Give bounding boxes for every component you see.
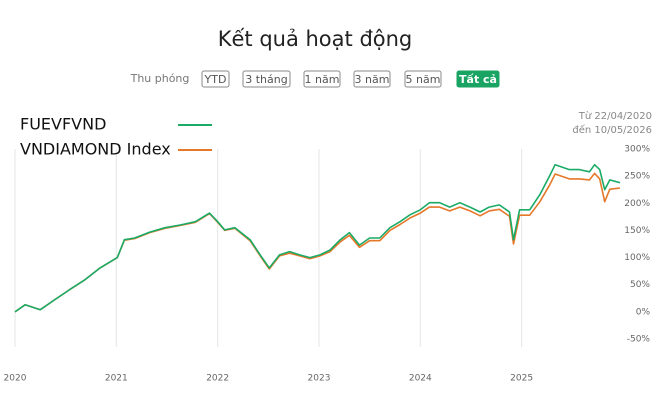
- zoom-button[interactable]: 5 năm: [404, 70, 442, 88]
- zoom-button[interactable]: 3 tháng: [242, 70, 291, 88]
- button-label: 5 năm: [406, 73, 441, 86]
- x-tick-label: 2021: [105, 374, 128, 384]
- zoom-button[interactable]: YTD: [201, 70, 230, 88]
- y-tick-label: 200%: [624, 199, 650, 209]
- y-tick-label: 300%: [624, 145, 650, 155]
- button-label: YTD: [204, 73, 227, 86]
- chart-title: Kết quả hoạt động: [218, 27, 413, 51]
- range-from: Từ 22/04/2020: [578, 110, 652, 122]
- button-label: 3 tháng: [245, 73, 287, 86]
- series-line: [14, 172, 620, 313]
- button-label: 3 năm: [355, 73, 390, 86]
- button-label: Tất cả: [459, 73, 497, 86]
- x-tick-label: 2025: [510, 374, 533, 384]
- x-tick-label: 2024: [409, 374, 432, 384]
- x-tick-label: 2023: [308, 374, 331, 384]
- zoom-button[interactable]: 3 năm: [353, 70, 391, 88]
- button-box: [353, 70, 391, 88]
- range-to: đến 10/05/2026: [572, 124, 652, 136]
- y-tick-label: 100%: [624, 253, 650, 263]
- button-box: [201, 70, 230, 88]
- zoom-label: Thu phóng: [130, 72, 190, 85]
- series-line: [14, 163, 621, 313]
- legend-label: FUEVFVND: [20, 115, 106, 134]
- zoom-button[interactable]: 1 năm: [303, 70, 341, 88]
- x-tick-label: 2022: [206, 374, 229, 384]
- button-box: [456, 70, 500, 88]
- y-tick-label: 0%: [636, 307, 651, 317]
- button-box: [404, 70, 442, 88]
- y-tick-label: 50%: [630, 280, 650, 290]
- button-box: [303, 70, 341, 88]
- y-tick-label: 150%: [624, 226, 650, 236]
- button-label: 1 năm: [305, 73, 340, 86]
- x-tick-label: 2020: [4, 374, 27, 384]
- zoom-button[interactable]: Tất cả: [456, 70, 500, 88]
- button-box: [242, 70, 291, 88]
- y-tick-label: -50%: [627, 335, 651, 345]
- legend-label: VNDIAMOND Index: [20, 140, 171, 159]
- y-tick-label: 250%: [624, 172, 650, 182]
